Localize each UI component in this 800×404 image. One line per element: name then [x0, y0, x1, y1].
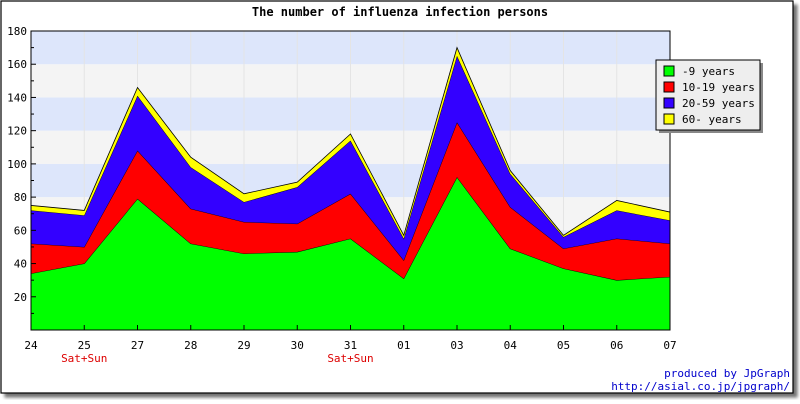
- legend-swatch: [663, 81, 675, 93]
- y-tick-label: 180: [7, 25, 27, 38]
- y-tick-label: 20: [14, 291, 27, 304]
- x-tick-note: Sat+Sun: [327, 352, 373, 365]
- x-tick-label: 28: [184, 339, 197, 352]
- series-line-3: [30, 46, 671, 237]
- legend-label: -9 years: [682, 65, 735, 78]
- y-tick-label: 120: [7, 125, 27, 138]
- area-series-0: [31, 177, 670, 330]
- x-tick-label: 07: [663, 339, 676, 352]
- x-tick-label: 29: [237, 339, 250, 352]
- credit-line-1: produced by JpGraph: [664, 367, 790, 380]
- legend-label: 60- years: [682, 113, 742, 126]
- x-tick-label: 31: [344, 339, 357, 352]
- credit-line-2[interactable]: http://asial.co.jp/jpgraph/: [611, 380, 790, 393]
- x-tick-label: 01: [397, 339, 410, 352]
- y-tick-label: 160: [7, 58, 27, 71]
- x-tick-label: 25: [78, 339, 91, 352]
- y-tick-label: 60: [14, 224, 27, 237]
- legend: -9 years 10-19 years 20-59 years 60- years: [655, 59, 763, 133]
- x-tick-label: 06: [610, 339, 623, 352]
- x-tick-label: 24: [24, 339, 38, 352]
- y-tick-label: 40: [14, 258, 27, 271]
- legend-swatch: [663, 97, 675, 109]
- y-tick-label: 100: [7, 158, 27, 171]
- area-series-1: [31, 122, 670, 281]
- legend-label: 20-59 years: [682, 97, 755, 110]
- legend-swatch: [663, 65, 675, 77]
- x-tick-label: 04: [504, 339, 518, 352]
- area-series: [30, 46, 671, 330]
- legend-swatch: [663, 113, 675, 125]
- legend-label: 10-19 years: [682, 81, 755, 94]
- chart-title: The number of influenza infection person…: [252, 5, 548, 19]
- y-tick-label: 80: [14, 191, 27, 204]
- area-series-2: [31, 55, 670, 261]
- y-tick-label: 140: [7, 91, 27, 104]
- x-tick-label: 03: [450, 339, 463, 352]
- x-tick-note: Sat+Sun: [61, 352, 107, 365]
- x-tick-label: 27: [131, 339, 144, 352]
- x-tick-label: 30: [291, 339, 304, 352]
- x-tick-label: 05: [557, 339, 570, 352]
